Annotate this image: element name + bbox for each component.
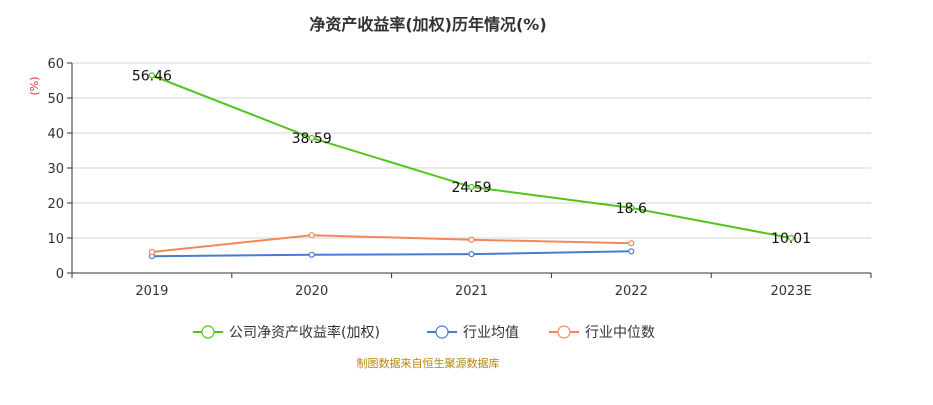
- series-layer: [148, 72, 795, 260]
- legend-marker: [557, 325, 571, 339]
- legend: 公司净资产收益率(加权) 行业均值 行业中位数: [193, 324, 655, 341]
- legend-label: 行业均值: [463, 325, 519, 341]
- axes: 0 10 20 30 40 50 60 2019 2020 2021 2022 2023E: [47, 57, 872, 299]
- y-tick-label: 30: [47, 162, 64, 177]
- legend-label: 行业中位数: [585, 325, 655, 341]
- data-label: 56.46: [132, 68, 172, 84]
- series-line: [151, 74, 792, 239]
- x-tick-label: 2020: [295, 284, 328, 299]
- data-label: 10.01: [771, 231, 811, 247]
- y-tick-label: 40: [47, 127, 64, 142]
- data-point: [148, 72, 155, 79]
- data-point: [787, 234, 795, 242]
- legend-item[interactable]: 行业均值: [427, 325, 519, 341]
- x-tick-label: 2022: [615, 284, 648, 299]
- data-labels: 56.46 38.59 24.59 18.6 10.01: [132, 68, 811, 247]
- legend-item[interactable]: 行业中位数: [549, 325, 655, 341]
- legend-marker: [435, 325, 449, 339]
- data-label: 38.59: [292, 131, 332, 147]
- y-tick-label: 20: [47, 197, 64, 212]
- data-point: [628, 240, 635, 247]
- legend-item[interactable]: 公司净资产收益率(加权): [193, 324, 380, 341]
- data-point: [628, 204, 635, 211]
- y-axis-unit: (%): [28, 76, 41, 95]
- chart-title: 净资产收益率(加权)历年情况(%): [309, 15, 546, 34]
- y-tick-label: 60: [47, 57, 64, 72]
- data-point: [468, 236, 475, 243]
- series-line: [151, 250, 632, 258]
- data-label: 18.6: [616, 201, 647, 217]
- data-point: [148, 248, 155, 256]
- x-tick-label: 2019: [135, 284, 168, 299]
- series-line: [151, 234, 632, 253]
- source-note: 制图数据来自恒生聚源数据库: [357, 356, 500, 370]
- x-tick-label: 2023E: [770, 284, 811, 299]
- data-point: [308, 134, 315, 142]
- y-tick-label: 50: [47, 92, 64, 107]
- legend-label: 公司净资产收益率(加权): [229, 324, 380, 341]
- data-point: [308, 251, 315, 258]
- data-label: 24.59: [451, 180, 491, 196]
- legend-marker: [201, 325, 215, 339]
- data-point: [628, 248, 635, 255]
- y-tick-label: 0: [56, 267, 64, 282]
- gridlines: [72, 62, 871, 239]
- x-tick-label: 2021: [455, 284, 488, 299]
- y-tick-label: 10: [47, 232, 64, 247]
- data-point: [468, 183, 475, 191]
- data-point: [308, 232, 315, 239]
- data-point: [468, 251, 475, 258]
